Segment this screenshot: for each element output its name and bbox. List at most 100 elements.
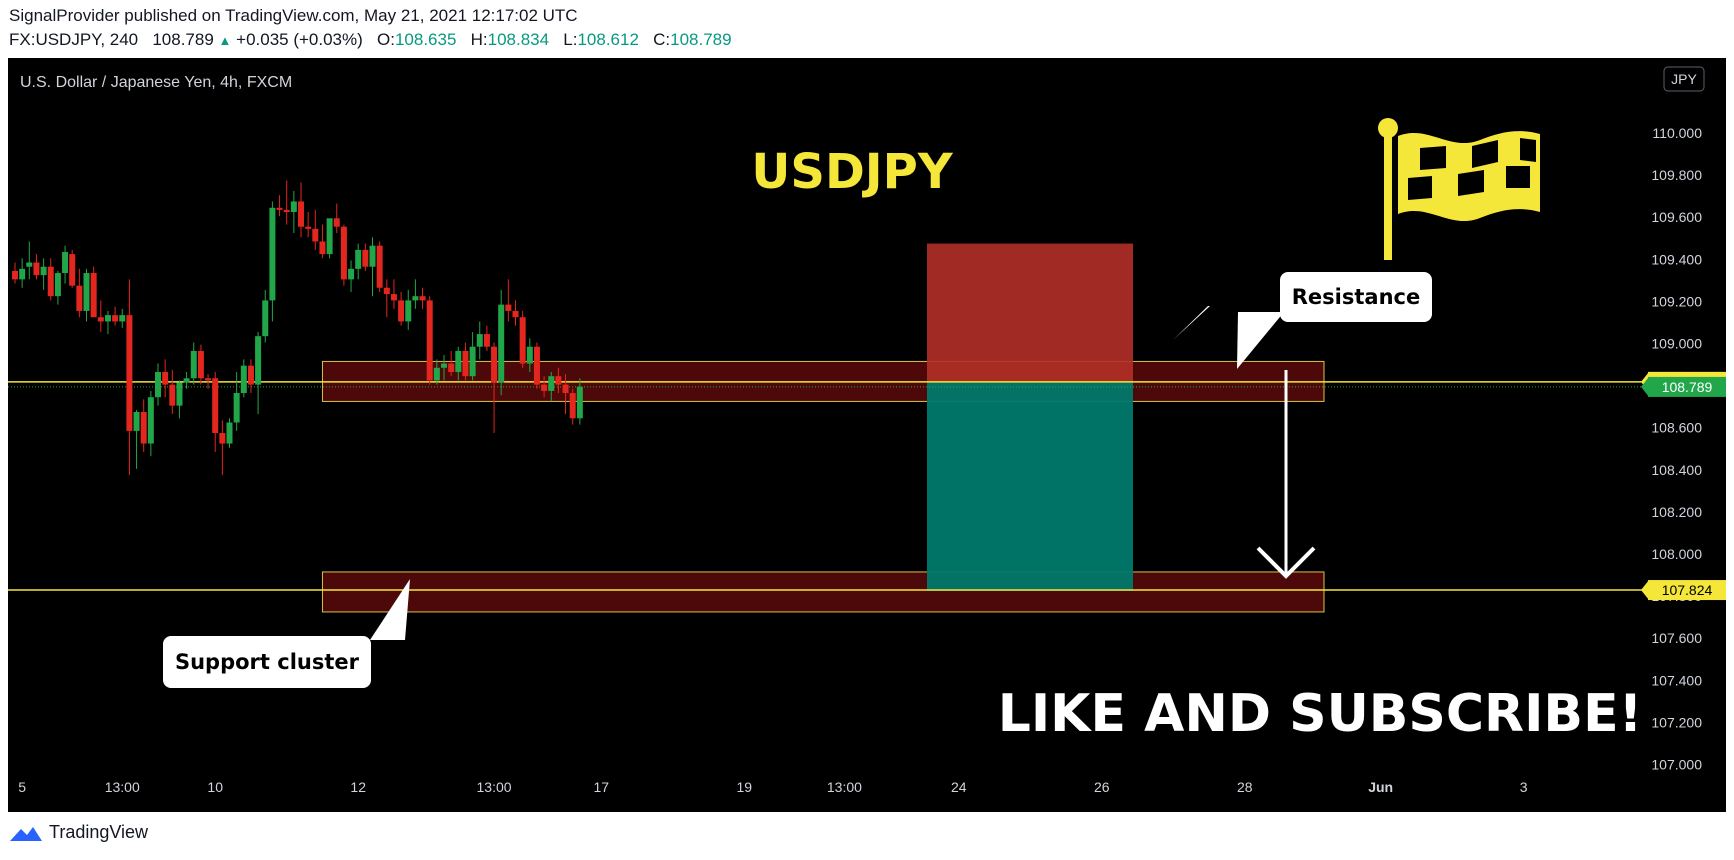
candle-body: [26, 262, 33, 267]
y-tick-label: 109.200: [1651, 293, 1702, 309]
price-change: +0.035 (+0.03%): [236, 30, 363, 49]
candle-body: [390, 294, 397, 301]
y-tick-label: 107.600: [1651, 630, 1702, 646]
candle-body: [369, 245, 376, 267]
close-label: C:: [653, 30, 671, 49]
candle-body: [162, 371, 169, 385]
candle-body: [305, 226, 312, 229]
x-tick-label: 19: [737, 779, 753, 795]
down-arrow-icon: [1256, 370, 1316, 579]
candle-body: [512, 310, 519, 318]
chart-title: USDJPY: [751, 144, 953, 200]
candle-body: [426, 300, 433, 381]
candle-body: [133, 411, 140, 431]
candle-body: [326, 218, 333, 255]
candle-body: [448, 363, 455, 372]
cta-text: LIKE AND SUBSCRIBE!: [998, 684, 1643, 744]
support-label: Support cluster: [175, 650, 360, 674]
candle-body: [312, 228, 319, 242]
candle-body: [441, 363, 447, 368]
candle-body: [348, 268, 355, 280]
ohlc-legend: FX:USDJPY, 240 108.789 ▲ +0.035 (+0.03%)…: [9, 30, 732, 50]
y-tick-label: 109.800: [1651, 167, 1702, 183]
candle-body: [212, 378, 219, 434]
x-tick-label: Jun: [1368, 779, 1393, 795]
candle-body: [526, 346, 533, 364]
low-value: 108.612: [577, 30, 639, 49]
candle-body: [90, 273, 97, 318]
tradingview-logo-icon: [10, 826, 42, 841]
candle-body: [76, 285, 83, 311]
candle-body: [19, 268, 26, 280]
candle-body: [262, 300, 269, 337]
x-axis[interactable]: 5 13:00 10 12 13:00 17 19 13:00 24 26 28 Jun 3: [18, 779, 1528, 795]
candle-body: [240, 365, 247, 394]
levels-layer: [8, 381, 1646, 591]
position-layer: [927, 243, 1133, 591]
candle-body: [33, 262, 40, 276]
candle-body: [190, 350, 197, 379]
y-tick-label: 110.000: [1652, 125, 1702, 141]
candle-body: [155, 371, 161, 398]
up-arrow-icon: ▲: [218, 33, 232, 48]
candle-body: [576, 386, 583, 419]
price-tag: 108.789: [1641, 376, 1726, 397]
candle-body: [83, 273, 90, 311]
x-tick-label: 17: [594, 779, 610, 795]
instrument-label: U.S. Dollar / Japanese Yen, 4h, FXCM: [20, 74, 292, 91]
support-callout: Support cluster: [163, 579, 410, 688]
candle-body: [569, 393, 576, 419]
resistance-label: Resistance: [1292, 285, 1420, 309]
y-tick-label: 108.400: [1651, 462, 1702, 478]
candle-body: [126, 315, 133, 431]
stop-loss-area: [927, 243, 1133, 383]
candle-body: [112, 315, 119, 322]
candle-body: [562, 384, 569, 394]
candle-body: [405, 300, 412, 322]
candle-body: [483, 334, 490, 347]
support-zone: [321, 571, 1325, 613]
candle-body: [333, 218, 340, 227]
currency-badge-label: JPY: [1671, 71, 1697, 87]
candle-body: [233, 393, 240, 423]
candle-body: [383, 287, 390, 295]
candle-body: [119, 315, 126, 322]
y-tick-label: 109.000: [1651, 336, 1702, 352]
candle-body: [183, 378, 190, 383]
x-tick-label: 13:00: [105, 779, 140, 795]
x-tick-label: 3: [1520, 779, 1528, 795]
open-label: O:: [377, 30, 395, 49]
close-value: 108.789: [670, 30, 732, 49]
footer: TradingView: [9, 822, 148, 843]
symbol-label: FX:USDJPY, 240: [9, 30, 139, 49]
candle-body: [97, 317, 104, 322]
candle-body: [197, 350, 204, 379]
candle-body: [290, 201, 297, 212]
candle-body: [555, 376, 562, 385]
candle-body: [340, 226, 347, 280]
currency-badge[interactable]: JPY: [1663, 66, 1705, 92]
x-tick-label: 28: [1237, 779, 1253, 795]
candle-body: [147, 397, 154, 444]
x-tick-label: 13:00: [477, 779, 512, 795]
resistance-callout: Resistance: [1173, 272, 1432, 369]
candle-body: [505, 304, 512, 311]
candle-body: [419, 296, 426, 301]
candle-body: [433, 367, 440, 381]
candle-body: [476, 334, 483, 347]
candle-body: [176, 382, 183, 406]
candle-body: [69, 254, 76, 286]
candle-body: [269, 207, 276, 301]
candle-body: [412, 296, 419, 301]
candle-body: [519, 317, 526, 364]
y-tick-label: 109.400: [1651, 251, 1702, 267]
candle-body: [255, 336, 262, 385]
candle-body: [491, 346, 498, 383]
candle-body: [169, 384, 176, 406]
y-tick-label: 107.400: [1651, 672, 1702, 688]
candle-body: [226, 422, 233, 444]
x-tick-label: 26: [1094, 779, 1110, 795]
candle-body: [12, 270, 18, 280]
high-value: 108.834: [487, 30, 550, 49]
chart-svg[interactable]: 110.000 109.800 109.600 109.400 109.200 109.0…: [0, 0, 1734, 820]
